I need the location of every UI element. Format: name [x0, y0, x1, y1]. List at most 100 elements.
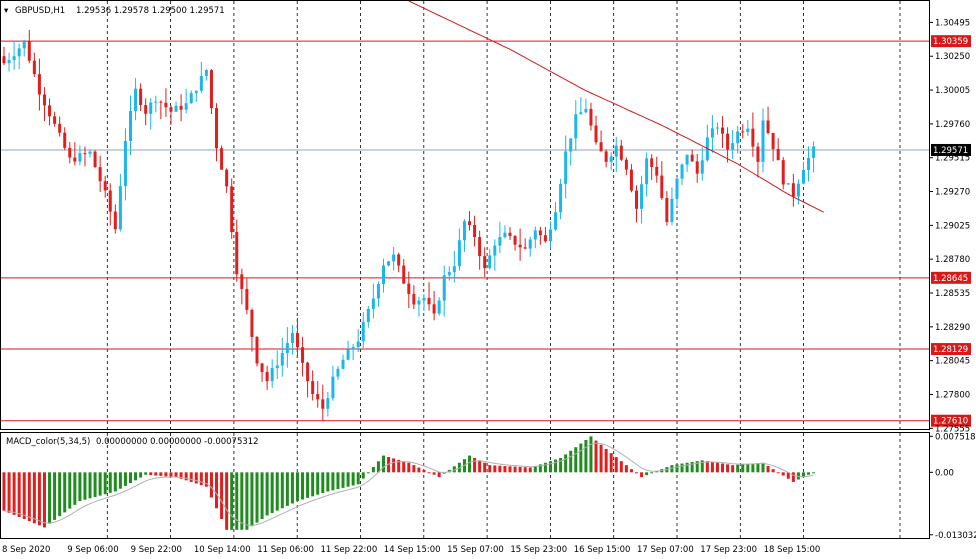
candle-bear [53, 116, 57, 124]
macd-bar [417, 467, 421, 473]
candle-bull [569, 138, 573, 152]
candles [2, 29, 816, 421]
macd-bar [144, 472, 148, 475]
candle-bull [194, 90, 198, 94]
macd-bar [812, 472, 816, 474]
candle-bear [159, 101, 163, 103]
candle-bear [518, 244, 522, 248]
candle-bull [493, 245, 497, 256]
candle-bear [650, 158, 654, 167]
candle-bear [250, 309, 254, 337]
candle-bull [422, 297, 426, 301]
candle-bull [807, 157, 811, 171]
macd-bar [139, 472, 143, 478]
candle-bull [336, 368, 340, 377]
macd-bar [63, 472, 67, 513]
macd-bar [559, 457, 563, 473]
candle-bull [564, 151, 568, 184]
candle-bull [326, 398, 330, 409]
macd-bar [376, 461, 380, 473]
candle-bull [199, 75, 203, 91]
symbol-arrow-icon[interactable]: ▾ [4, 6, 9, 16]
macd-bar [756, 463, 760, 473]
candle-bull [447, 272, 451, 276]
macd-bar [73, 472, 77, 505]
candle-bear [635, 190, 638, 209]
candle-bear [316, 394, 320, 400]
macd-bar [412, 465, 416, 473]
macd-bar [488, 465, 492, 473]
macd-bar [341, 472, 345, 488]
macd-bar [629, 469, 633, 473]
macd-bar [619, 461, 623, 473]
macd-bar [670, 465, 674, 473]
macd-bar [351, 472, 355, 486]
candle-bear [260, 363, 264, 372]
macd-bar [301, 472, 305, 500]
macd-bar [609, 453, 613, 473]
price-tick-label: 1.30005 [935, 86, 970, 96]
macd-bar [726, 464, 730, 473]
candle-bear [169, 107, 173, 112]
macd-bar [574, 447, 578, 473]
candle-bear [63, 132, 67, 148]
candle-bull [796, 183, 800, 197]
macd-bar [680, 463, 684, 473]
macd-bar [599, 444, 603, 473]
macd-bar [604, 448, 608, 473]
candle-bull [184, 103, 188, 110]
candle-bull [812, 146, 816, 158]
candle-bull [17, 48, 21, 57]
price-tick-label: 1.28290 [935, 323, 970, 333]
macd-bar [548, 461, 552, 473]
candle-bear [245, 288, 249, 310]
macd-bar [280, 472, 284, 509]
macd-histogram [2, 436, 816, 530]
candle-bull [437, 300, 441, 314]
macd-bar [564, 454, 568, 473]
macd-bar [255, 472, 259, 523]
price-tick-label: 1.29270 [935, 188, 970, 198]
macd-bar [422, 469, 426, 473]
candle-bear [756, 146, 760, 162]
candle-bear [397, 254, 401, 266]
level-tag-label: 1.27610 [933, 417, 968, 427]
macd-title: MACD_color(5,34,5) [6, 437, 90, 447]
macd-tick-label: -0.013032 [935, 531, 976, 541]
macd-bar [493, 465, 497, 473]
macd-bar [478, 460, 482, 473]
macd-bar [640, 472, 644, 478]
candle-bull [680, 164, 684, 179]
macd-bar [336, 472, 340, 490]
candle-bull [614, 145, 618, 157]
macd-bar [113, 472, 117, 492]
macd-bar [225, 472, 229, 530]
macd-bar [7, 472, 11, 513]
macd-bar [326, 472, 330, 492]
macd-bar [468, 455, 472, 473]
candle-bear [73, 157, 77, 162]
candle-bull [356, 341, 360, 348]
candle-bull [270, 368, 274, 382]
candle-bull [371, 298, 375, 309]
candle-bear [776, 149, 780, 161]
candle-bull [574, 114, 578, 139]
macd-bar [22, 472, 26, 520]
time-axis: 8 Sep 2020 9 Sep 06:00 9 Sep 22:00 10 Sep 1… [2, 545, 820, 555]
candle-bear [402, 265, 406, 284]
macd-bar [179, 472, 183, 479]
macd-bar [37, 472, 41, 526]
macd-bar [786, 472, 790, 479]
candle-bear [721, 127, 725, 134]
candle-bull [640, 184, 644, 209]
candle-bull [715, 127, 719, 129]
macd-bar [741, 464, 745, 473]
candle-bull [174, 105, 178, 112]
macd-bar [655, 471, 659, 473]
macd-bar [579, 443, 583, 473]
macd-bar [164, 472, 168, 477]
candle-bear [473, 224, 477, 238]
candle-bear [629, 169, 633, 191]
macd-bar [194, 472, 198, 484]
